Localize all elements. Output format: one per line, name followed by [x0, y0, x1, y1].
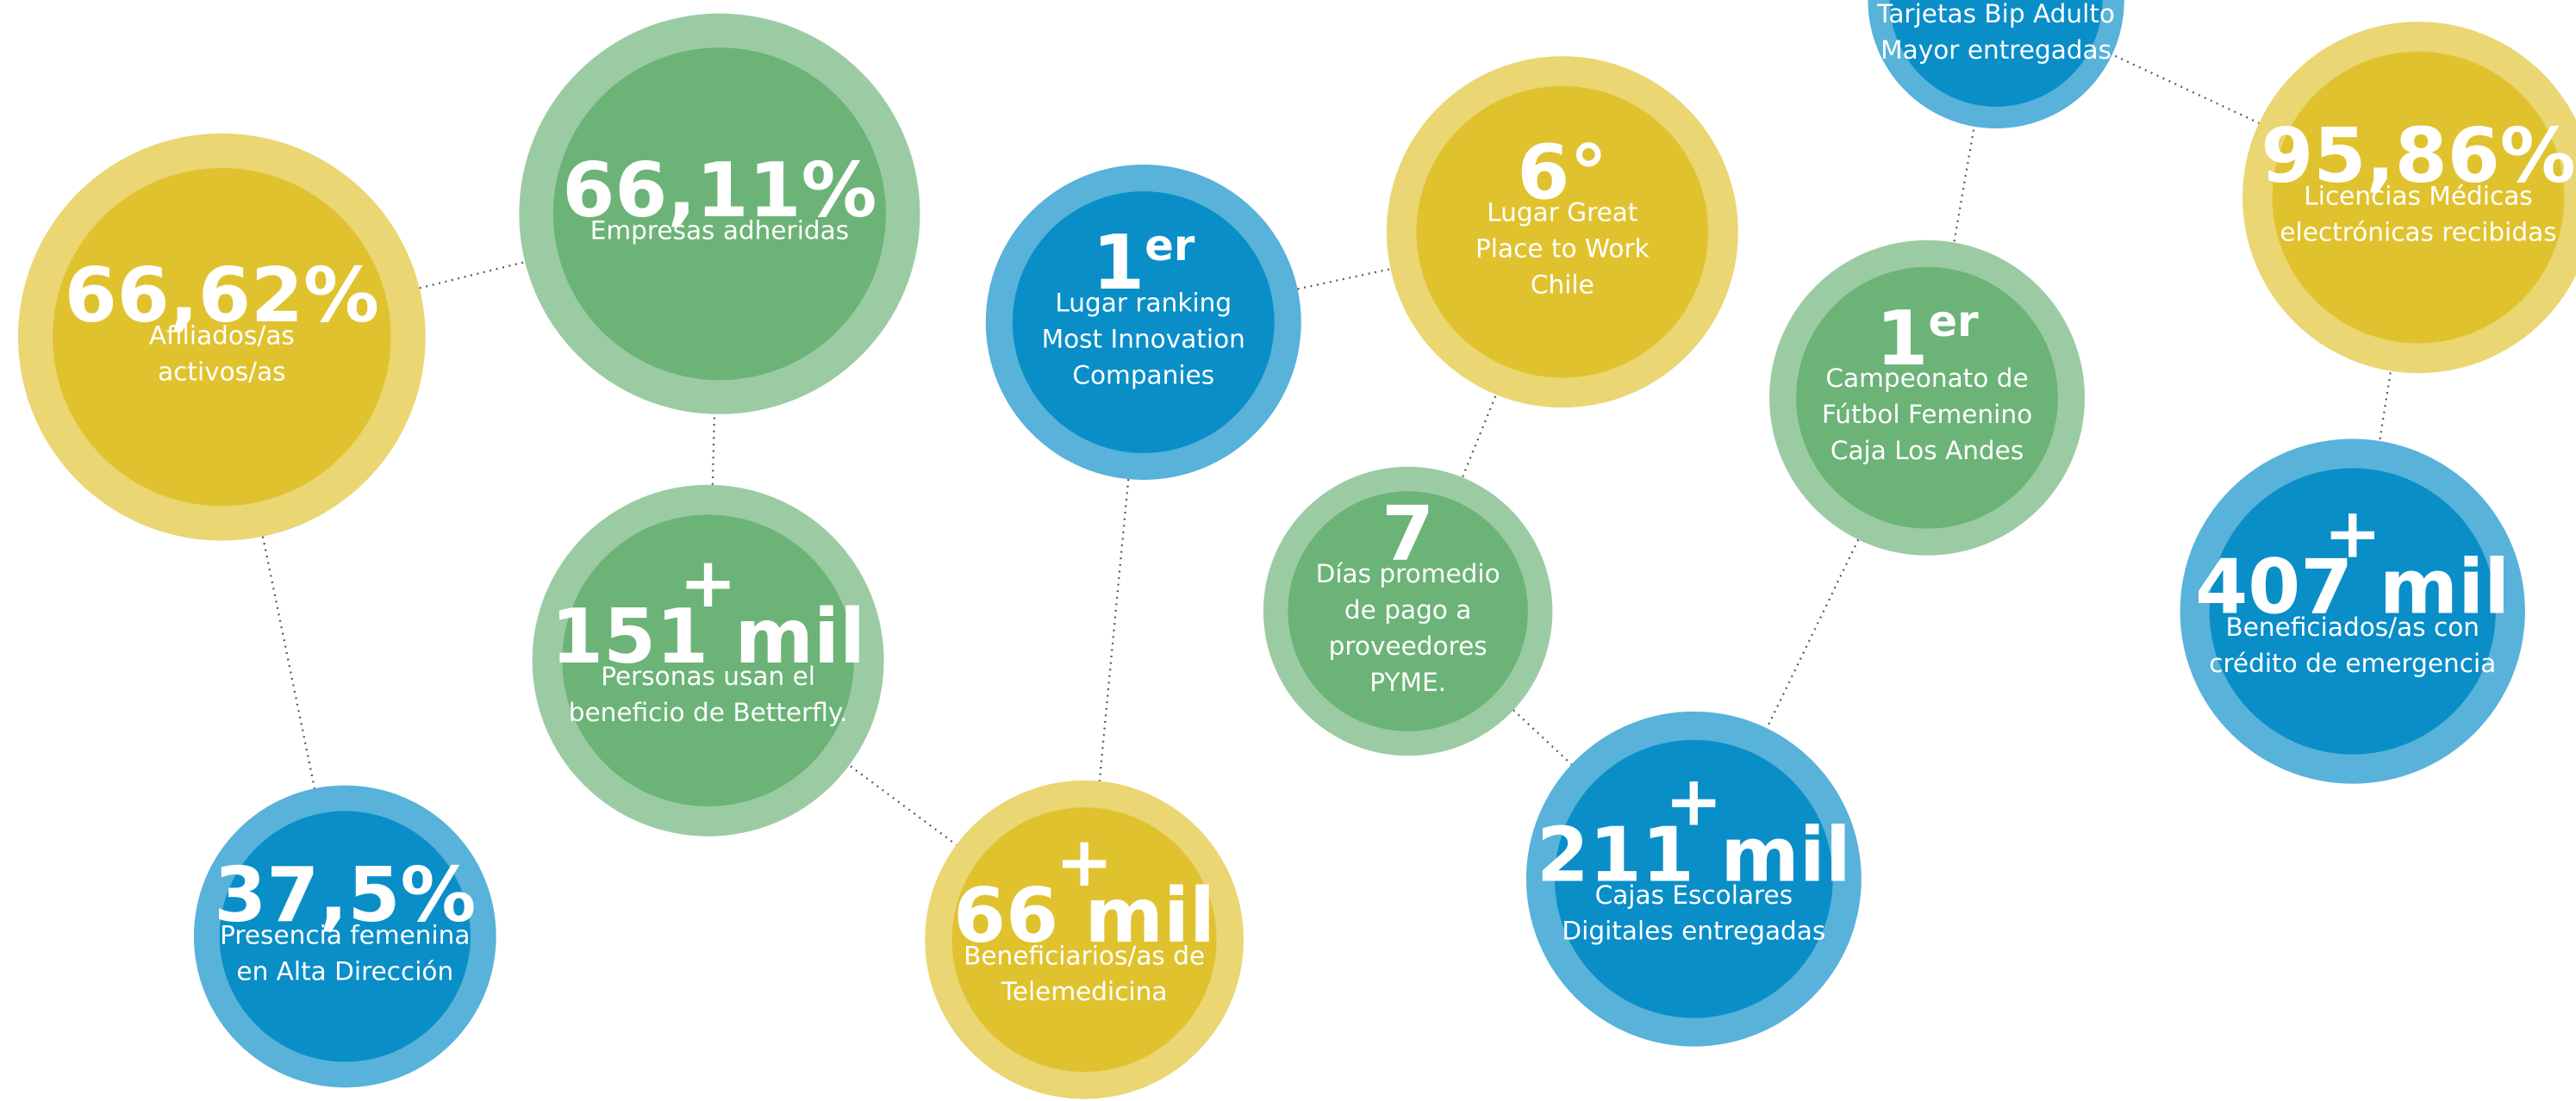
- label-line: activos/as: [158, 358, 285, 387]
- label-line: Afiliados/as: [149, 321, 295, 351]
- label-line: Lugar ranking: [1055, 289, 1232, 318]
- label-line: de pago a: [1344, 595, 1471, 625]
- label-line: Tarjetas Bip Adulto: [1876, 0, 2115, 28]
- label-line: Días promedio: [1316, 559, 1500, 588]
- label-line: Companies: [1072, 360, 1214, 389]
- bubble: Tarjetas Bip Adulto Mayor entregadas: [1868, 0, 2124, 128]
- label-line: Lugar Great: [1487, 198, 1637, 227]
- infographic: 66,62%Afiliados/asactivos/as66,11%Empres…: [0, 0, 2576, 1101]
- label-line: Empresas adheridas: [590, 216, 849, 246]
- label-line: electrónicas recibidas: [2280, 218, 2556, 247]
- label-line: Chile: [1531, 271, 1594, 300]
- label-line: Most Innovation: [1042, 325, 1245, 354]
- label-line: crédito de emergencia: [2209, 649, 2496, 678]
- label-line: Cajas Escolares: [1595, 880, 1793, 910]
- label-line: Presencia femenina: [220, 920, 470, 949]
- label-line: Digitales entregadas: [1562, 917, 1825, 946]
- value-suffix: er: [1145, 221, 1195, 271]
- bubbles: 66,62%Afiliados/asactivos/as66,11%Empres…: [18, 0, 2576, 1099]
- label-line: Mayor entregadas: [1881, 35, 2111, 65]
- label-line: Beneficiados/as con: [2225, 613, 2479, 642]
- value-suffix: er: [1929, 295, 1980, 345]
- label-line: Personas usan el: [601, 662, 815, 691]
- label-line: Telemedicina: [1001, 977, 1168, 1006]
- label-line: Campeonato de: [1825, 364, 2028, 393]
- label-line: en Alta Dirección: [236, 956, 453, 986]
- bubble: 66,11%Empresas adheridas: [519, 14, 920, 414]
- label-line: Fútbol Femenino: [1822, 400, 2032, 429]
- label-line: Caja Los Andes: [1831, 436, 2024, 465]
- label-line: Place to Work: [1475, 234, 1650, 264]
- label-line: PYME.: [1369, 668, 1446, 697]
- label-line: beneficio de Betterfly.: [569, 698, 848, 727]
- label-line: Licencias Médicas: [2304, 182, 2532, 211]
- label-line: Beneficiarios/as de: [964, 941, 1205, 970]
- label-line: proveedores: [1329, 631, 1488, 661]
